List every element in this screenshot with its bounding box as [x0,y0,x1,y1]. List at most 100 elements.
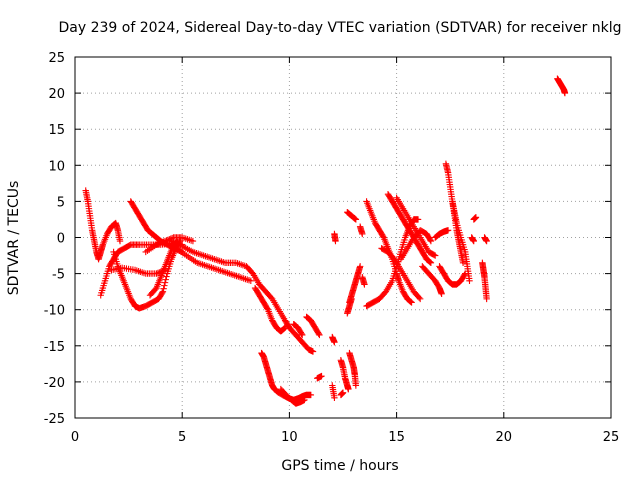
data-point [189,237,197,245]
data-point [561,89,569,97]
y-tick-label: 20 [48,87,65,102]
data-point [408,299,415,306]
series-arc-l [290,320,306,339]
data-point [351,215,359,223]
series-arc-s [337,389,347,399]
data-point [309,348,317,355]
data-point [345,385,352,393]
y-tick-label: -25 [44,412,65,427]
data-point [153,241,160,248]
x-tick-label: 20 [496,430,513,445]
y-tick-label: 15 [48,123,65,138]
series-arc-am [468,234,477,245]
data-point [160,285,167,292]
data-point [356,263,364,270]
y-tick-label: -15 [44,340,65,355]
data-point [154,240,162,248]
data-point [264,305,271,312]
data-point [164,236,172,244]
data-point [163,237,170,244]
series-arc-r [329,382,338,401]
data-point [163,273,170,280]
data-point [431,252,439,259]
data-point [160,238,167,245]
data-point [116,237,124,245]
series-arc-i [172,245,255,285]
data-point [352,216,360,223]
series-arc-ag [397,227,435,263]
data-point [158,289,166,297]
data-point [161,282,168,289]
y-axis-label: SDTVAR / TECUs [6,181,22,296]
data-point [426,258,433,265]
y-tick-label: -10 [44,304,65,319]
data-point [348,295,355,303]
series-arc-ah [419,263,445,298]
series-arc-e [108,264,169,277]
plot-frame [74,56,612,419]
series-arc-y [344,209,360,223]
x-tick-label: 25 [603,430,620,445]
data-point [427,237,435,245]
x-tick-label: 5 [178,430,186,445]
data-point [415,294,423,301]
x-tick-label: 0 [71,430,79,445]
y-tick-label: -20 [44,376,65,391]
data-point [161,279,169,286]
data-point [459,259,467,266]
data-point [472,214,480,221]
data-point [339,389,347,396]
series-arc-m [303,313,323,339]
data-point [483,237,490,245]
y-tick-label: 5 [57,195,65,210]
data-point [361,281,368,288]
series-arc-ae [384,190,435,266]
data-point [299,331,306,339]
series-arc-w [344,295,355,317]
data-point [156,240,163,247]
data-point [157,239,164,247]
data-point [466,277,473,285]
data-point [352,382,360,389]
data-point [407,298,415,306]
series-arc-af [393,194,439,259]
series-arc-ap [479,259,490,303]
data-points [82,75,569,407]
data-point [315,330,322,337]
data-point [153,270,160,277]
data-point [430,251,438,259]
series-arc-ai [431,227,452,241]
data-point [332,237,339,245]
series-arc-t [337,357,352,393]
series-arc-v [346,263,364,306]
series-arc-u [346,349,360,389]
series-arc-aa [359,274,368,288]
y-tick-label: 0 [57,232,65,247]
data-point [159,288,167,295]
data-point [280,325,287,333]
data-point [162,276,169,283]
data-point [247,277,255,285]
data-point [168,234,176,242]
data-point [438,290,445,298]
data-point [427,259,435,266]
series-arc-a [82,187,124,263]
data-point [154,269,162,277]
data-point [406,298,414,305]
data-point [331,394,338,401]
x-tick-label: 15 [388,430,405,445]
data-point [483,295,490,303]
grid-lines [75,57,611,418]
data-point [351,215,358,222]
series-arc-ab [363,198,415,306]
series-arc-aq [554,75,569,97]
data-point [158,239,166,246]
data-point [461,271,468,279]
data-point [331,338,338,346]
series-arc-ao [481,234,490,245]
series-arc-al [449,198,473,285]
data-point [298,330,305,337]
data-point [307,391,315,399]
data-point [426,258,434,266]
data-point [301,396,308,404]
